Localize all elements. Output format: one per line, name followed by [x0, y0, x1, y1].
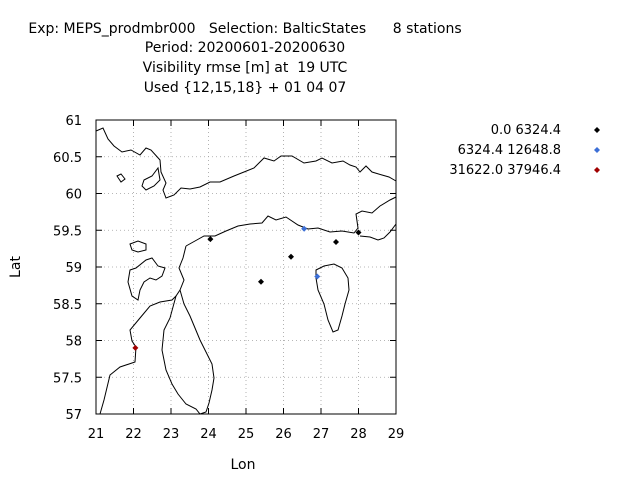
y-tick-label: 60.5 [53, 151, 82, 166]
y-tick-label: 57.5 [53, 371, 82, 386]
legend-label: 0.0 6324.4 [491, 123, 561, 138]
y-tick-label: 58 [65, 335, 82, 350]
axis-tick-labels: 21 22 23 24 25 26 27 28 29 57 57.5 58 58.5 59 59.5 60 60… [53, 114, 404, 442]
legend-marker [594, 127, 600, 133]
x-tick-label: 26 [275, 427, 292, 442]
station-markers [132, 225, 362, 351]
y-tick-label: 61 [65, 114, 82, 129]
station-marker [288, 253, 294, 260]
legend-marker [594, 147, 600, 153]
title-line-used: Used {12,15,18} + 01 04 07 [143, 80, 347, 96]
x-tick-label: 28 [350, 427, 367, 442]
title-line-experiment: Exp: MEPS_prodmbr000 Selection: BalticSt… [28, 21, 462, 37]
y-tick-label: 60 [65, 188, 82, 203]
x-tick-label: 23 [163, 427, 180, 442]
y-tick-label: 59 [65, 261, 82, 276]
y-tick-label: 57 [65, 408, 82, 423]
y-tick-label: 58.5 [53, 298, 82, 313]
x-tick-label: 21 [88, 427, 105, 442]
title-line-period: Period: 20200601-20200630 [144, 40, 346, 56]
coastline [95, 127, 397, 415]
legend-label: 31622.0 37946.4 [449, 163, 561, 178]
legend-label: 6324.4 12648.8 [458, 143, 561, 158]
station-marker [333, 239, 339, 246]
y-axis-label: Lat [8, 256, 24, 278]
x-tick-label: 27 [313, 427, 330, 442]
x-tick-label: 29 [388, 427, 405, 442]
title-line-parameter: Visibility rmse [m] at 19 UTC [142, 60, 348, 76]
station-marker [301, 225, 308, 232]
legend-marker [594, 167, 600, 173]
station-marker [355, 229, 362, 236]
station-marker [314, 273, 321, 280]
axis-ticks [95, 119, 397, 415]
grid [95, 119, 397, 415]
station-marker [258, 278, 264, 285]
x-tick-label: 22 [125, 427, 142, 442]
x-axis-label: Lon [231, 457, 256, 473]
x-tick-label: 25 [238, 427, 255, 442]
station-marker [207, 236, 214, 243]
y-tick-label: 59.5 [53, 224, 82, 239]
legend: 0.0 6324.4 6324.4 12648.8 31622.0 37946.4 [449, 123, 600, 178]
x-tick-label: 24 [200, 427, 217, 442]
station-marker [132, 344, 139, 351]
